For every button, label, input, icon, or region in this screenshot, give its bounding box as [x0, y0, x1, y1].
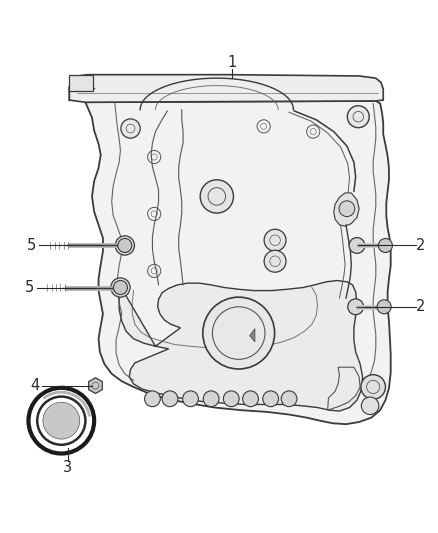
Circle shape	[121, 119, 140, 138]
Circle shape	[264, 229, 286, 251]
Text: 5: 5	[25, 280, 35, 295]
Polygon shape	[88, 378, 102, 393]
Circle shape	[264, 251, 286, 272]
Polygon shape	[119, 280, 363, 411]
Circle shape	[145, 391, 160, 407]
Circle shape	[200, 180, 233, 213]
Circle shape	[162, 391, 178, 407]
Circle shape	[203, 391, 219, 407]
Circle shape	[377, 300, 391, 314]
Circle shape	[347, 106, 369, 128]
Circle shape	[361, 375, 385, 399]
Circle shape	[349, 238, 365, 253]
Bar	[69, 75, 93, 91]
Circle shape	[113, 280, 127, 295]
Polygon shape	[69, 75, 383, 102]
Polygon shape	[250, 329, 255, 342]
Circle shape	[223, 391, 239, 407]
Text: 1: 1	[227, 55, 237, 70]
Circle shape	[348, 299, 364, 314]
Circle shape	[263, 391, 279, 407]
Circle shape	[361, 397, 379, 415]
Text: 3: 3	[64, 461, 72, 475]
Circle shape	[183, 391, 198, 407]
Circle shape	[203, 297, 275, 369]
Polygon shape	[85, 101, 391, 424]
Circle shape	[243, 391, 258, 407]
Polygon shape	[334, 193, 359, 226]
Circle shape	[43, 402, 80, 439]
Text: 2: 2	[416, 238, 425, 253]
Circle shape	[378, 238, 392, 253]
Circle shape	[339, 201, 355, 216]
Circle shape	[281, 391, 297, 407]
Circle shape	[118, 238, 132, 253]
Text: 5: 5	[27, 238, 36, 253]
Circle shape	[115, 236, 134, 255]
Text: 2: 2	[416, 300, 425, 314]
Text: 4: 4	[30, 378, 40, 393]
Circle shape	[111, 278, 130, 297]
